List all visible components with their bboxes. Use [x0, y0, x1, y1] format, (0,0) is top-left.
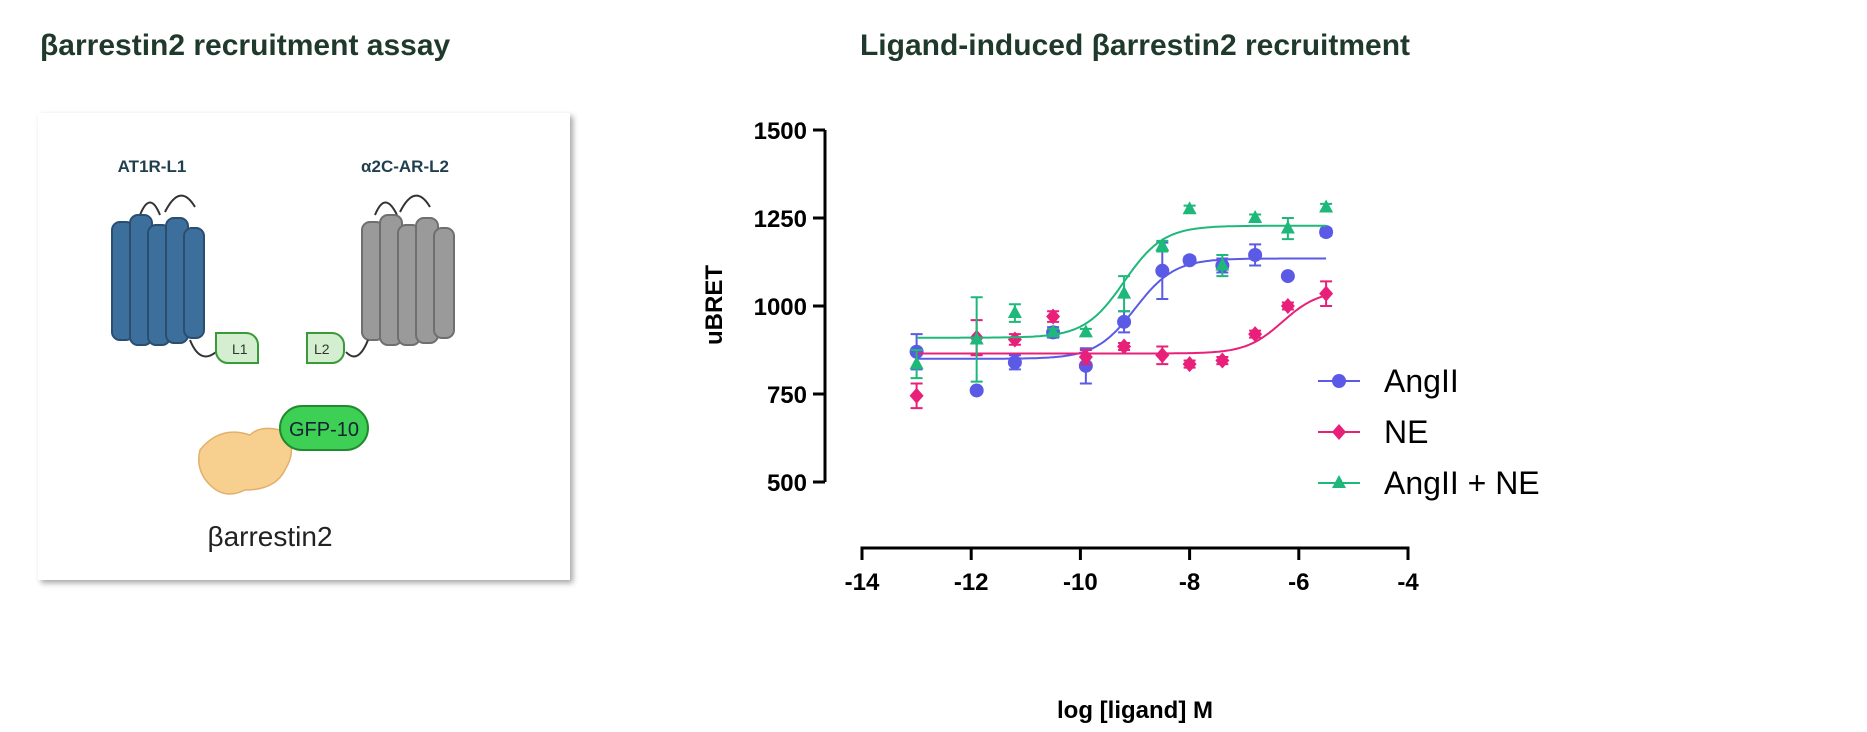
receptor-1	[111, 194, 217, 358]
point	[1319, 285, 1334, 302]
y-tick-label: 750	[767, 382, 807, 409]
x-tick-label: -6	[1288, 569, 1309, 596]
point	[1215, 352, 1230, 369]
x-tick-label: -8	[1179, 569, 1200, 596]
fit-curve	[916, 224, 1327, 339]
point	[1155, 263, 1170, 278]
tag	[215, 332, 259, 364]
gfp-label: GFP-10	[289, 419, 359, 441]
point	[1280, 269, 1295, 284]
legend-label: AngII	[1384, 363, 1459, 399]
gfp	[279, 405, 369, 451]
point	[1215, 257, 1230, 271]
tag-label: L2	[314, 341, 330, 357]
point	[1078, 358, 1093, 373]
point	[969, 331, 984, 345]
point	[1280, 298, 1295, 314]
x-axis-label: log [ligand] M	[1057, 697, 1213, 724]
point	[1182, 253, 1197, 268]
point	[1117, 285, 1132, 299]
legend-marker	[1332, 374, 1346, 388]
point	[969, 383, 984, 398]
x-tick-label: -14	[845, 569, 880, 596]
x-tick-label: -4	[1397, 569, 1419, 596]
point	[1117, 314, 1132, 329]
legend-label: AngII + NE	[1384, 465, 1540, 501]
receptor-2	[345, 194, 455, 358]
point	[1248, 247, 1263, 262]
point	[909, 387, 924, 404]
arrestin	[198, 427, 293, 495]
point	[909, 356, 924, 370]
point	[1078, 349, 1093, 366]
legend-marker	[1332, 424, 1346, 440]
legend-marker	[1332, 475, 1346, 488]
y-tick-label: 1000	[754, 294, 807, 321]
point	[1248, 210, 1263, 223]
point	[1319, 199, 1334, 213]
x-tick-label: -12	[954, 569, 989, 596]
fit-curve	[916, 294, 1327, 355]
point	[1155, 238, 1170, 252]
receptor-label: α2C-AR-L2	[361, 157, 449, 176]
x-tick-label: -10	[1063, 569, 1098, 596]
point	[1248, 326, 1263, 343]
point	[1046, 308, 1061, 325]
diagram-box	[38, 113, 570, 580]
point	[1078, 324, 1093, 338]
protein-label: βarrestin2	[207, 521, 332, 552]
point	[1280, 220, 1295, 234]
point	[1319, 225, 1334, 240]
tag	[306, 332, 345, 364]
tag-label: L1	[232, 341, 248, 357]
receptor-label: AT1R-L1	[118, 157, 187, 176]
point	[1155, 347, 1170, 364]
point	[1007, 331, 1022, 348]
point	[1182, 356, 1197, 373]
point	[1046, 324, 1061, 338]
left-title: βarrestin2 recruitment assay	[40, 29, 451, 62]
point	[1007, 305, 1022, 319]
chart-title: Ligand-induced βarrestin2 recruitment	[860, 29, 1410, 62]
legend-label: NE	[1384, 414, 1428, 450]
point	[1117, 338, 1132, 355]
y-axis-label: uBRET	[701, 265, 728, 345]
point	[1007, 355, 1022, 370]
y-tick-label: 1250	[754, 206, 807, 233]
y-tick-label: 500	[767, 470, 807, 497]
point	[1182, 201, 1197, 215]
y-tick-label: 1500	[754, 118, 807, 145]
